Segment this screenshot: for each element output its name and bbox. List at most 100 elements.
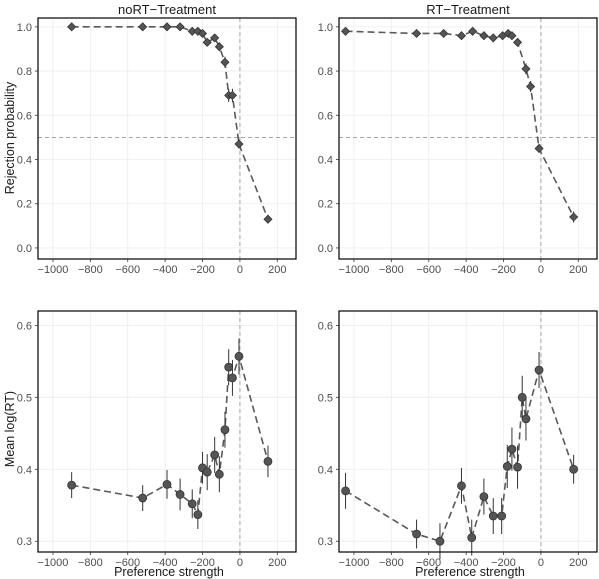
y-tick-label: 0.8	[17, 66, 32, 78]
y-tick-label: 0.6	[318, 110, 333, 122]
x-tick-label: −600	[416, 264, 441, 276]
data-point	[227, 90, 238, 100]
x-tick-label: −400	[454, 264, 479, 276]
y-tick-label: 1.0	[318, 22, 333, 34]
grid	[38, 18, 296, 259]
data-point	[193, 510, 203, 519]
data-point	[467, 533, 477, 543]
panel-border	[338, 310, 598, 553]
data-point	[497, 511, 507, 521]
x-tick-label: −600	[416, 557, 441, 569]
y-tick-label: 0.0	[318, 243, 333, 255]
y-tick-label: 0.0	[17, 243, 32, 255]
panel-border	[338, 17, 598, 260]
x-tick-label: −400	[454, 557, 479, 569]
data-point	[488, 33, 498, 43]
data-point	[263, 214, 273, 224]
x-tick-label: 0	[538, 557, 544, 569]
data-point	[517, 392, 527, 402]
x-tick-label: −1000	[38, 264, 69, 276]
data-point	[175, 490, 185, 499]
x-tick-label: −1000	[339, 557, 370, 569]
data-point	[479, 31, 489, 41]
data-point	[228, 373, 237, 383]
grid	[38, 311, 296, 552]
data-point	[435, 536, 445, 546]
grid	[339, 311, 597, 552]
series-line	[71, 353, 269, 518]
data-point	[234, 351, 244, 361]
series-line	[345, 367, 575, 543]
y-axis-label-bottom: Mean log(RT)	[3, 391, 17, 467]
x-tick-label: −200	[190, 557, 215, 569]
panel-title: noRT−Treatment	[118, 2, 216, 17]
panel-rt-rejection: RT−Treatment −1000 −800 −600 −400 −200 0 200 0.…	[318, 2, 598, 276]
x-tick-label: 200	[268, 264, 286, 276]
x-tick-label: −600	[115, 264, 140, 276]
y-tick-label: 0.2	[17, 199, 32, 211]
data-point	[214, 469, 224, 479]
y-tick-label: 0.4	[17, 155, 32, 167]
y-tick-label: 0.4	[17, 464, 32, 476]
y-tick-label: 0.2	[318, 199, 333, 211]
y-tick-label: 0.4	[318, 155, 333, 167]
y-tick-label: 0.6	[17, 320, 32, 332]
x-tick-label: −200	[491, 557, 516, 569]
y-tick-label: 0.8	[318, 66, 333, 78]
data-point	[513, 462, 522, 472]
data-point	[210, 450, 220, 460]
x-tick-label: 200	[569, 557, 587, 569]
y-tick-label: 1.0	[17, 22, 32, 34]
data-point	[210, 33, 220, 43]
data-point	[187, 499, 197, 509]
y-tick-label: 0.3	[17, 536, 32, 548]
data-point	[197, 28, 208, 39]
y-tick-label: 0.5	[318, 392, 333, 404]
data-point	[341, 486, 350, 496]
data-point	[521, 414, 531, 424]
x-tick-label: −400	[153, 264, 178, 276]
x-axis-label-left: Preference strength	[114, 565, 224, 579]
panel-norT-rejection: noRT−Treatment −1000 −800 −600 −400 −200 0 200…	[17, 2, 297, 276]
x-tick-label: −800	[78, 557, 103, 569]
x-tick-label: −800	[379, 264, 404, 276]
panel-title: RT−Treatment	[426, 2, 510, 17]
x-tick-label: −800	[379, 557, 404, 569]
data-point	[162, 479, 172, 489]
panel-border	[37, 17, 297, 260]
data-point	[468, 26, 478, 36]
data-point	[202, 37, 212, 47]
series-line	[71, 26, 269, 220]
data-point	[175, 22, 185, 32]
data-point	[138, 493, 148, 503]
data-point	[67, 22, 77, 32]
data-point	[162, 22, 172, 32]
y-tick-label: 0.3	[318, 536, 333, 548]
x-tick-label: −600	[115, 557, 140, 569]
data-point	[456, 31, 467, 41]
data-point	[220, 57, 230, 67]
x-tick-label: 0	[538, 264, 544, 276]
data-point	[512, 37, 523, 47]
panel-rt-logrt: −1000 −800 −600 −400 −200 0 200 0.3 0.4 0.5 0.6	[318, 310, 598, 569]
panel-norT-logrt: −1000 −800 −600 −400 −200 0 200 0.3 0.4 0.5 0.6	[17, 310, 297, 569]
data-point	[479, 492, 489, 502]
x-tick-label: −200	[190, 264, 215, 276]
x-tick-label: 200	[268, 557, 286, 569]
data-point	[263, 456, 273, 466]
data-point	[202, 467, 212, 477]
data-point	[521, 64, 531, 74]
data-point	[224, 362, 234, 372]
y-tick-label: 0.6	[318, 320, 333, 332]
data-point	[457, 481, 466, 491]
data-point	[220, 425, 230, 435]
grid	[339, 18, 597, 259]
data-point	[488, 511, 498, 521]
data-point	[67, 480, 77, 490]
data-point	[439, 28, 449, 39]
series-line	[345, 30, 575, 218]
data-point	[214, 42, 224, 52]
data-point	[412, 28, 422, 39]
x-tick-label: 0	[237, 264, 243, 276]
